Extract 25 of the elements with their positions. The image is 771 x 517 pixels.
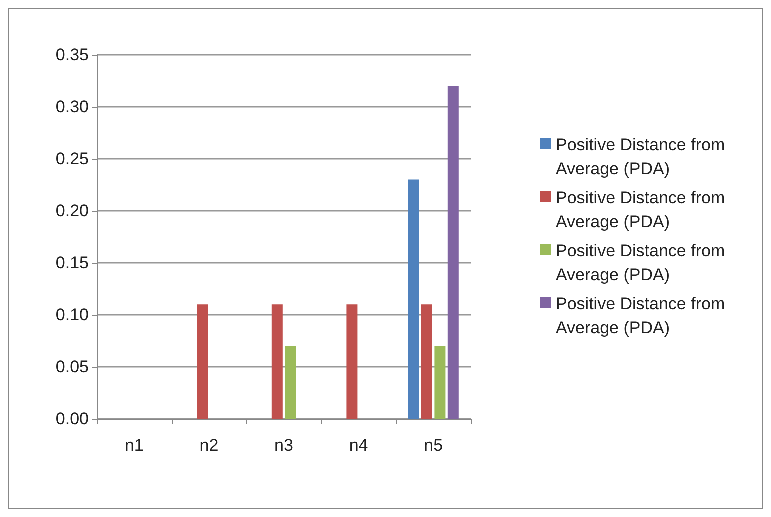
bar (434, 346, 446, 419)
legend-label: Positive Distance from Average (PDA) (556, 294, 730, 338)
x-tick-label: n2 (200, 436, 219, 455)
bar (408, 180, 420, 419)
x-tick-label: n4 (349, 436, 368, 455)
y-tick-label: 0.20 (56, 202, 89, 220)
y-tick-label: 0.05 (56, 358, 89, 376)
legend-label: Positive Distance from Average (PDA) (556, 136, 730, 178)
legend-label: Positive Distance from Average (PDA) (556, 242, 730, 284)
bar (422, 304, 432, 419)
y-tick-label: 0.10 (56, 306, 89, 324)
y-tick-label: 0.15 (56, 254, 89, 272)
bar (197, 304, 208, 419)
bar (272, 304, 283, 419)
y-tick-label: 0.25 (56, 150, 89, 168)
x-tick-label: n1 (124, 436, 144, 455)
bar (448, 86, 459, 419)
legend-label: Positive Distance from Average (PDA) (556, 188, 730, 232)
bar (346, 304, 358, 419)
y-tick-label: 0.30 (56, 98, 89, 116)
x-tick-label: n5 (424, 436, 444, 455)
bar (285, 346, 296, 419)
x-tick-label: n3 (274, 436, 294, 455)
y-tick-label: 0.00 (56, 410, 89, 428)
y-tick-label: 0.35 (56, 46, 89, 64)
